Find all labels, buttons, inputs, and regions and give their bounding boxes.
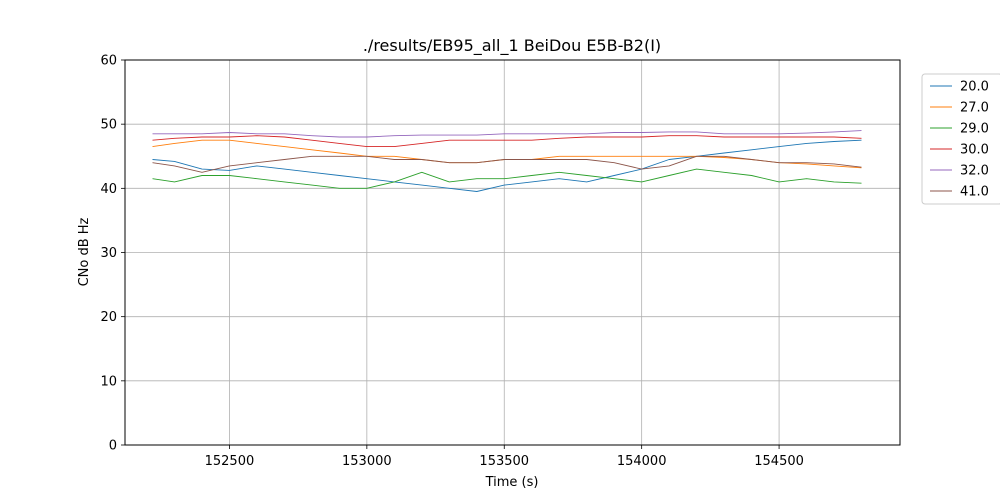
series-line-41.0: [152, 155, 862, 173]
series-line-20.0: [152, 139, 862, 192]
legend-label-30.0: 30.0: [960, 143, 989, 158]
x-tick-label: 152500: [205, 454, 255, 469]
grid: [125, 59, 900, 446]
x-tick-label: 153500: [479, 454, 529, 469]
y-tick-label: 40: [100, 182, 117, 197]
chart-title: ./results/EB95_all_1 BeiDou E5B-B2(I): [363, 36, 661, 56]
y-tick-label: 30: [100, 246, 117, 261]
y-tick-label: 10: [100, 374, 117, 389]
x-tick-label: 154500: [754, 454, 804, 469]
y-tick-label: 0: [109, 439, 117, 454]
y-tick-label: 20: [100, 310, 117, 325]
legend-label-32.0: 32.0: [960, 164, 989, 179]
legend-label-20.0: 20.0: [960, 80, 989, 95]
y-tick-label: 60: [100, 54, 117, 69]
y-tick-label: 50: [100, 118, 117, 133]
legend-label-29.0: 29.0: [960, 122, 989, 137]
ticks: 152500 153000 153500 154000 154500 0 10 20 30 40 5…: [100, 54, 803, 470]
y-axis-label: CNo dB Hz: [77, 217, 92, 286]
series-line-27.0: [152, 139, 862, 169]
series-line-29.0: [152, 168, 862, 189]
x-tick-label: 154000: [617, 454, 667, 469]
legend-label-41.0: 41.0: [960, 185, 989, 200]
x-tick-label: 153000: [342, 454, 392, 469]
legend-label-27.0: 27.0: [960, 101, 989, 116]
series-line-30.0: [152, 135, 862, 148]
x-axis-label: Time (s): [485, 475, 539, 490]
plot-area: [152, 130, 862, 192]
series-line-32.0: [152, 130, 862, 138]
legend: 20.0 27.0 29.0 30.0 32.0 41.0: [921, 73, 1000, 205]
